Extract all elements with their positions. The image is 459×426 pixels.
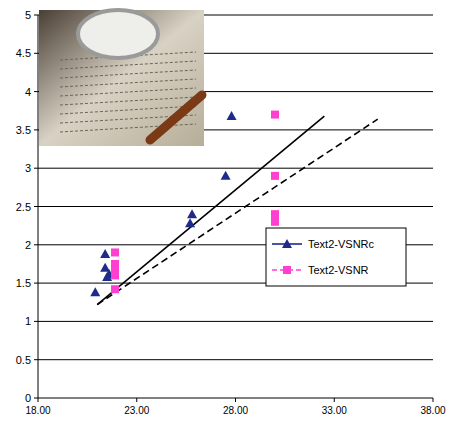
y-tick-label: 4.5: [16, 47, 31, 59]
photo-text-line: [60, 79, 196, 87]
y-tick-label: 0: [25, 392, 31, 404]
x-tick: [235, 398, 236, 402]
grid-line: [38, 321, 433, 322]
photo-pen: [150, 95, 202, 140]
point: [111, 248, 119, 256]
point: [111, 271, 119, 279]
y-tick: [34, 129, 38, 130]
y-tick: [34, 206, 38, 207]
photo-text-line: [60, 88, 196, 96]
x-tick-label: 38.00: [420, 405, 445, 416]
photo-text-line: [60, 124, 196, 132]
y-tick: [34, 15, 38, 16]
point: [227, 111, 237, 120]
x-tick: [433, 398, 434, 402]
y-tick-label: 2: [25, 239, 31, 251]
y-tick-label: 5: [25, 9, 31, 21]
chart: 0 0.5 1 1.5 2 2.5 3 3.5 4 4.5 5 18.00 23.00 28.00 33.0…: [0, 0, 459, 426]
inset-photo: [39, 10, 204, 146]
x-tick-label: 23.00: [124, 405, 149, 416]
point: [100, 249, 110, 258]
photo-text-line: [60, 70, 196, 78]
photo-text-line: [60, 97, 196, 105]
y-tick: [34, 168, 38, 169]
photo-bg: [39, 10, 204, 146]
grid-line: [38, 359, 433, 360]
y-tick-label: 1.5: [16, 277, 31, 289]
y-tick: [34, 359, 38, 360]
x-tick-label: 28.00: [223, 405, 248, 416]
legend-marker: [282, 239, 292, 248]
y-tick-label: 2.5: [16, 201, 31, 213]
point: [187, 209, 197, 218]
y-tick: [34, 91, 38, 92]
legend-label: Text2-VSNR: [308, 264, 369, 276]
y-tick: [34, 398, 38, 399]
x-tick: [136, 398, 137, 402]
legend-label: Text2-VSNRc: [308, 238, 375, 250]
y-tick-label: 4: [25, 86, 31, 98]
point: [271, 210, 279, 218]
legend-box: [266, 228, 406, 286]
x-tick: [38, 398, 39, 402]
y-tick-label: 3.5: [16, 124, 31, 136]
x-tick-label: 18.00: [25, 405, 50, 416]
legend: Text2-VSNRc Text2-VSNR: [266, 228, 406, 286]
point: [271, 218, 279, 226]
y-tick: [34, 244, 38, 245]
y-tick-label: 0.5: [16, 354, 31, 366]
x-tick-label: 33.00: [322, 405, 347, 416]
point: [271, 111, 279, 119]
photo-watch: [78, 10, 158, 58]
point: [90, 287, 100, 296]
y-tick-label: 3: [25, 162, 31, 174]
photo-text-line: [60, 61, 196, 69]
x-tick: [334, 398, 335, 402]
point: [185, 218, 195, 227]
y-tick: [34, 321, 38, 322]
plot-area: [90, 111, 377, 305]
point: [221, 171, 231, 180]
point: [271, 172, 279, 180]
y-tick: [34, 53, 38, 54]
grid-line: [38, 206, 433, 207]
y-axis: [38, 15, 39, 398]
point: [111, 285, 119, 293]
y-tick-label: 1: [25, 315, 31, 327]
y-tick: [34, 283, 38, 284]
legend-marker: [283, 266, 291, 274]
grid-line: [38, 168, 433, 169]
